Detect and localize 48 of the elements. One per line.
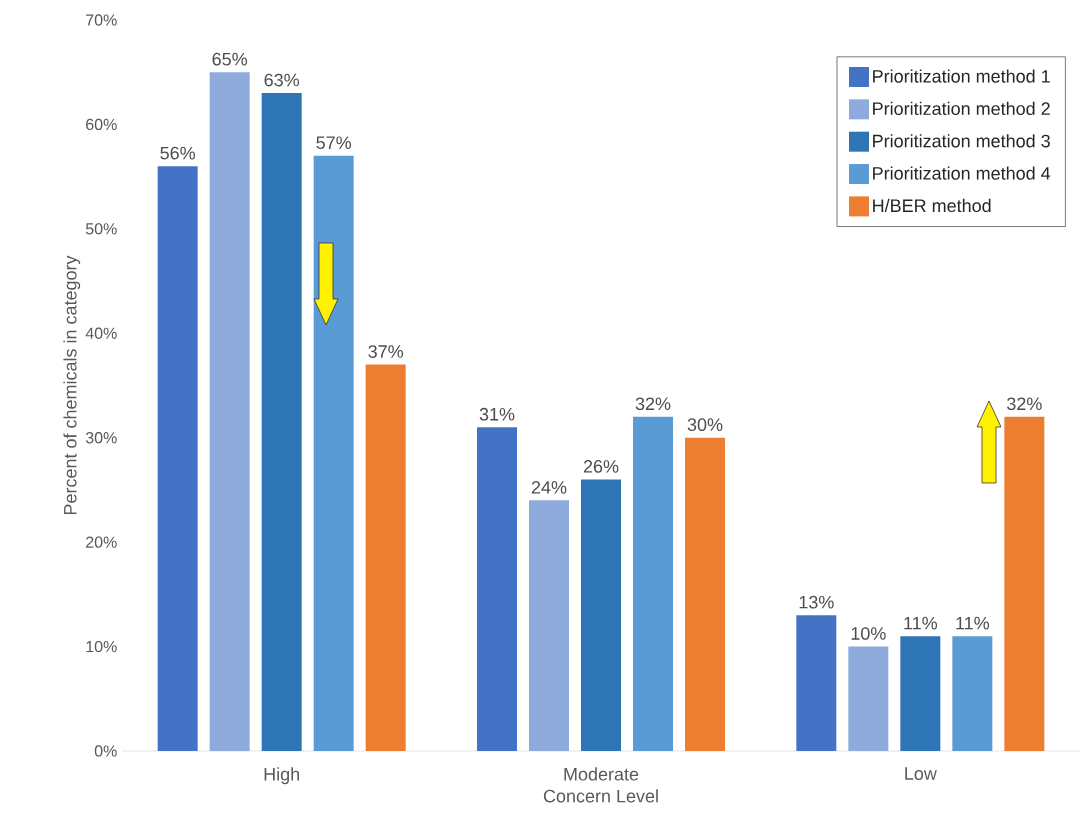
legend-label: Prioritization method 2 <box>873 101 1050 116</box>
data-label: 30% <box>687 418 723 432</box>
data-label: 63% <box>264 73 300 87</box>
y-tick-label: 20% <box>86 536 117 548</box>
bar <box>209 72 250 751</box>
bar <box>581 479 622 751</box>
y-tick-label: 70% <box>86 14 117 26</box>
data-label: 11% <box>904 616 938 630</box>
legend-label: H/BER method <box>873 198 991 213</box>
bar <box>157 166 198 751</box>
x-tick-label: Moderate <box>564 767 639 781</box>
bar <box>477 427 518 751</box>
data-label: 11% <box>956 616 990 630</box>
data-label: 26% <box>583 460 619 473</box>
legend-label: Prioritization method 1 <box>873 69 1050 83</box>
data-label: 56% <box>160 146 196 160</box>
y-tick-label: 0% <box>94 745 117 757</box>
x-tick-label: High <box>264 767 299 785</box>
legend-label: Prioritization method 3 <box>873 134 1050 148</box>
x-axis-title: Concern Level <box>543 789 658 803</box>
bar <box>633 416 674 751</box>
data-label: 32% <box>1007 397 1042 411</box>
bar <box>685 437 726 751</box>
y-tick-label: 30% <box>85 432 117 444</box>
data-label: 65% <box>212 52 248 66</box>
bar <box>1004 416 1045 751</box>
data-label: 24% <box>531 481 567 494</box>
y-tick-label: 60% <box>86 118 117 131</box>
data-label: 31% <box>479 407 515 421</box>
bar <box>796 615 837 751</box>
data-label: 10% <box>851 627 886 640</box>
y-tick-label: 50% <box>85 223 117 235</box>
y-tick-label: 40% <box>85 327 117 339</box>
legend-label: Prioritization method 4 <box>873 166 1051 180</box>
data-label: 57% <box>316 136 352 150</box>
y-tick-label: 10% <box>86 640 117 653</box>
y-axis-title: Percent of chemicals in category <box>63 255 81 515</box>
bar <box>365 364 406 751</box>
bar <box>900 636 941 751</box>
bar <box>261 93 302 751</box>
x-tick-label: Low <box>905 767 937 780</box>
bar <box>313 155 354 751</box>
data-label: 37% <box>368 345 404 358</box>
data-label: 32% <box>635 397 671 411</box>
bar <box>848 646 889 751</box>
bar <box>529 500 570 751</box>
data-label: 13% <box>799 595 834 609</box>
bar <box>952 636 993 751</box>
